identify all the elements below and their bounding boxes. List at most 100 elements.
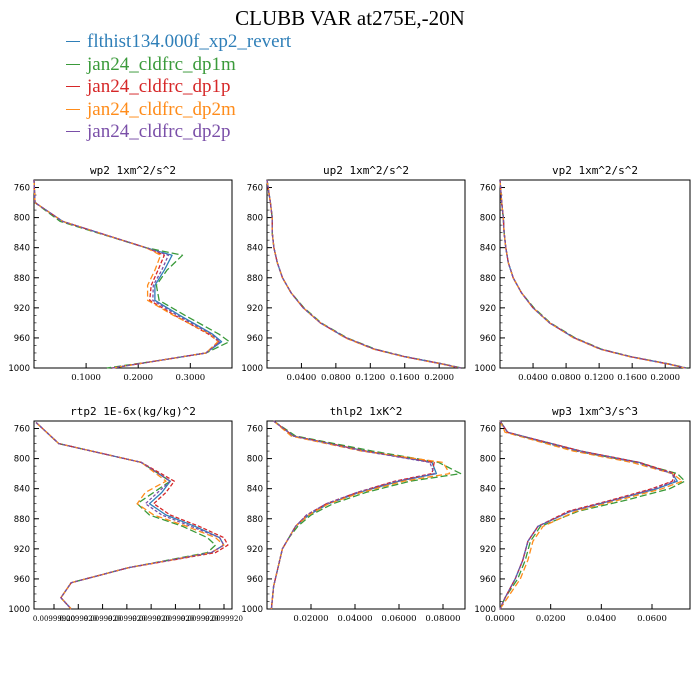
series-line-3 [266,179,461,369]
x-tick-label: 0.0800 [321,373,351,383]
plot-frame [499,420,691,610]
y-tick-label: 760 [480,425,496,435]
x-tick-label: 0.0600 [637,614,667,624]
legend-label: jan24_cldfrc_dp2p [87,121,231,142]
x-tick-label: 0.02000 [293,614,328,624]
plot-frame [266,420,466,610]
y-tick-label: 1000 [8,364,30,374]
series-line-2 [35,422,217,610]
y-tick-label: 960 [14,334,30,344]
legend-line-swatch [66,63,80,65]
y-tick-label: 800 [14,214,30,224]
x-tick-label: 0.0000 [485,614,515,624]
series-line-5 [35,422,225,610]
legend-line-swatch [66,86,80,88]
legend-entry: jan24_cldfrc_dp1m [66,54,291,77]
x-tick-label: 0.0800 [551,373,581,383]
x-tick-label: 0.0400 [586,614,616,624]
y-tick-label: 920 [247,304,263,314]
legend-line-swatch [66,131,80,133]
series-line-2 [499,179,687,369]
x-tick-label: 0.0099920 [108,615,146,623]
x-tick-label: 0.3000 [175,373,205,383]
legend-label: jan24_cldfrc_dp1m [87,53,236,75]
y-tick-label: 800 [247,214,263,224]
series-line-3 [33,179,220,369]
y-tick-label: 1000 [474,364,496,374]
figure-title: CLUBB VAR at275E,-20N [235,6,465,30]
series-line-1 [499,179,687,369]
legend-line-swatch [66,108,80,110]
series-line-3 [35,422,229,610]
subplot-title: up2 1xm^2/s^2 [323,164,409,177]
series-line-2 [499,420,686,610]
y-tick-label: 880 [14,274,30,284]
series-line-3 [499,179,687,369]
x-tick-label: 0.0099920 [205,615,243,623]
subplot-4: rtp2 1E-6x(kg/kg)^2 760 800 840 880 920 960 100… [8,405,243,623]
y-tick-label: 960 [14,575,30,585]
y-tick-label: 840 [14,244,30,254]
x-tick-label: 0.0099920 [132,615,170,623]
y-tick-label: 960 [247,575,263,585]
y-tick-label: 880 [14,515,30,525]
y-tick-label: 760 [247,425,263,435]
series-line-5 [266,179,461,369]
y-tick-label: 880 [247,515,263,525]
plot-frame [266,179,466,369]
y-tick-label: 920 [480,304,496,314]
subplot-title: wp3 1xm^3/s^3 [552,405,638,418]
y-tick-label: 840 [14,485,30,495]
series-line-4 [499,179,686,369]
series-line-1 [35,422,225,610]
x-tick-label: 0.2000 [424,373,454,383]
y-tick-label: 760 [247,184,263,194]
y-tick-label: 840 [247,244,263,254]
x-tick-label: 0.1200 [584,373,614,383]
y-tick-label: 1000 [241,605,263,615]
series-line-4 [35,422,225,610]
series-line-1 [266,179,461,369]
series-line-2 [270,420,462,610]
subplot-title: vp2 1xm^2/s^2 [552,164,638,177]
y-tick-label: 880 [480,274,496,284]
legend-entry: jan24_cldfrc_dp2p [66,121,291,144]
subplot-title: wp2 1xm^2/s^2 [90,164,176,177]
x-tick-label: 0.1600 [617,373,647,383]
x-tick-label: 0.0400 [287,373,317,383]
legend-line-swatch [66,41,80,43]
series-line-2 [266,179,462,369]
x-tick-label: 0.1000 [71,373,101,383]
y-tick-label: 800 [480,455,496,465]
legend-label: jan24_cldfrc_dp2m [87,98,236,120]
y-tick-label: 1000 [474,605,496,615]
subplot-1: wp2 1xm^2/s^2 760 800 840 880 920 960 1000 0.100… [8,164,233,383]
subplot-title: rtp2 1E-6x(kg/kg)^2 [70,405,196,418]
y-tick-label: 800 [247,455,263,465]
x-tick-label: 0.0099920 [181,615,219,623]
y-tick-label: 920 [247,545,263,555]
legend-entry: jan24_cldfrc_dp1p [66,76,291,99]
subplot-5: thlp2 1xK^2 760 800 840 880 920 960 1000 0.02000… [241,405,466,624]
legend-label: jan24_cldfrc_dp1p [87,76,231,97]
plot-frame [33,420,233,610]
x-tick-label: 0.0200 [536,614,566,624]
y-tick-label: 960 [480,334,496,344]
legend-entry: jan24_cldfrc_dp2m [66,99,291,122]
subplot-3: vp2 1xm^2/s^2 760 800 840 880 920 960 1000 0.040… [474,164,691,383]
series-line-5 [270,420,435,610]
x-tick-label: 0.0099920 [59,615,97,623]
y-tick-label: 800 [14,455,30,465]
x-tick-label: 0.0099920 [156,615,194,623]
y-tick-label: 920 [14,304,30,314]
x-tick-label: 0.04000 [337,614,372,624]
subplot-2: up2 1xm^2/s^2 760 800 840 880 920 960 1000 0.040… [241,164,466,383]
subplot-title: thlp2 1xK^2 [330,405,403,418]
y-tick-label: 800 [480,214,496,224]
legend-entry: flthist134.000f_xp2_revert [66,31,291,54]
plot-frame [499,179,691,369]
y-tick-label: 760 [480,184,496,194]
series-line-1 [33,179,223,369]
series-line-3 [499,420,676,610]
